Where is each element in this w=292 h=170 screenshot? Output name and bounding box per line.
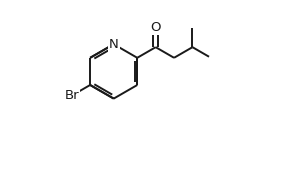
Text: Br: Br bbox=[65, 89, 79, 102]
Text: N: N bbox=[109, 38, 119, 51]
Text: O: O bbox=[150, 21, 161, 34]
